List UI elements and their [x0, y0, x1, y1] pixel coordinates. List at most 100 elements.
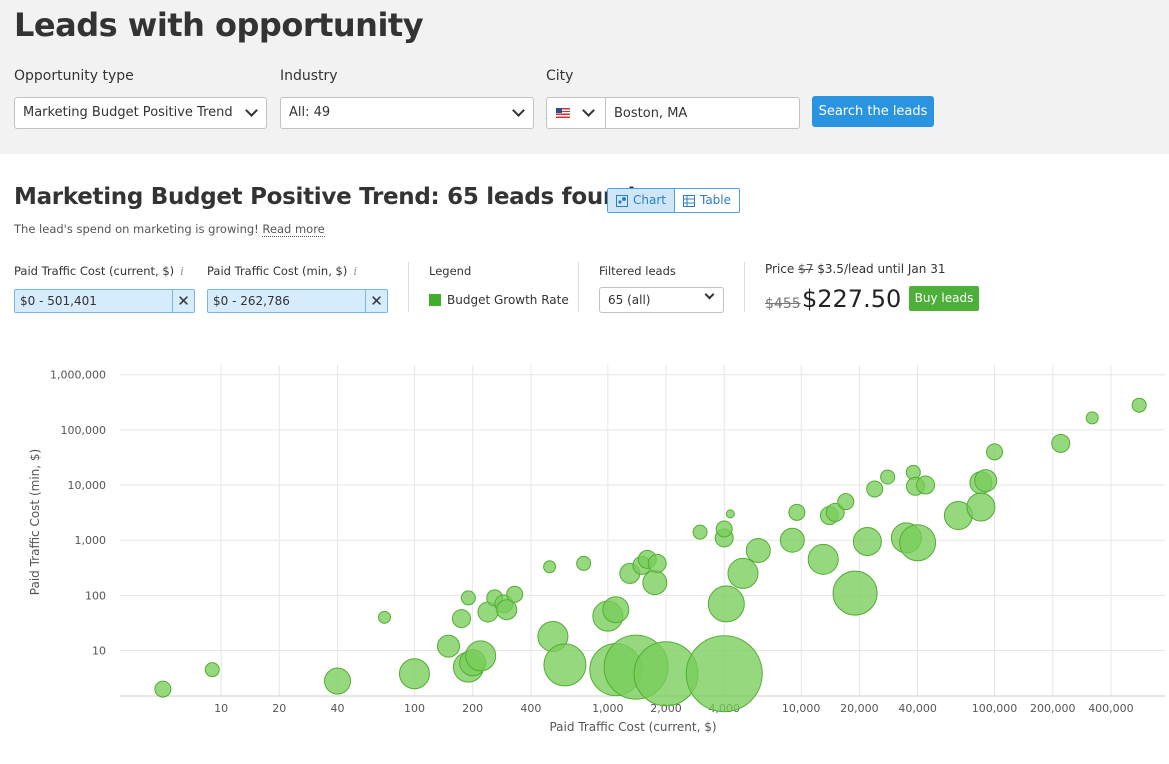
- lead-bubble: [543, 560, 557, 574]
- price-per-lead: Price $7 $3.5/lead until Jan 31: [765, 262, 945, 276]
- bubble-chart: 1020401002004001,0002,0004,00010,00020,0…: [0, 340, 1169, 760]
- view-toggle: Chart Table: [607, 188, 741, 213]
- table-icon: [682, 194, 695, 207]
- lead-bubble: [602, 596, 630, 624]
- opportunity-type-value: Marketing Budget Positive Trend: [23, 105, 233, 120]
- lead-bubble: [460, 590, 476, 606]
- lead-bubble: [852, 526, 882, 556]
- lead-bubble: [788, 503, 806, 521]
- x-tick-label: 10,000: [782, 702, 821, 715]
- lead-bubble: [1131, 397, 1147, 413]
- old-price-per-lead: $7: [798, 262, 814, 276]
- legend-swatch: [429, 294, 441, 306]
- lead-bubble: [506, 585, 524, 603]
- industry-value: All: 49: [289, 105, 331, 120]
- filtered-leads-select[interactable]: 65 (all): [599, 287, 724, 313]
- legend-label: Legend: [429, 264, 472, 278]
- info-icon[interactable]: i: [353, 264, 358, 278]
- filtered-leads-label: Filtered leads: [599, 264, 676, 278]
- lead-bubble: [725, 509, 735, 519]
- industry-select[interactable]: All: 49: [280, 97, 534, 129]
- lead-bubble: [899, 524, 937, 562]
- divider: [744, 262, 745, 312]
- city-input[interactable]: [607, 98, 797, 128]
- chevron-down-icon: [582, 104, 595, 117]
- chevron-down-icon: [704, 289, 715, 300]
- lead-bubble: [832, 570, 878, 616]
- x-tick-label: 1,000: [592, 702, 624, 715]
- lead-bubble: [685, 635, 763, 713]
- price-label: Price: [765, 262, 795, 276]
- filtered-leads-value: 65 (all): [608, 293, 651, 307]
- x-tick-label: 40: [331, 702, 345, 715]
- chart-icon: [616, 194, 628, 207]
- tab-table[interactable]: Table: [675, 189, 739, 212]
- lead-bubble: [707, 585, 745, 623]
- lead-bubble: [727, 557, 759, 589]
- opportunity-type-select[interactable]: Marketing Budget Positive Trend: [14, 97, 267, 129]
- y-tick-label: 1,000: [75, 534, 107, 547]
- current-cost-value: $0 - 501,401: [20, 294, 97, 308]
- old-total-price: $455: [765, 296, 801, 312]
- lead-bubble: [916, 475, 936, 495]
- x-tick-label: 400,000: [1088, 702, 1134, 715]
- lead-bubble: [576, 555, 592, 571]
- total-price: $227.50: [802, 285, 902, 313]
- lead-bubble: [398, 658, 430, 690]
- lead-bubble: [779, 527, 805, 553]
- info-icon[interactable]: i: [180, 264, 184, 278]
- x-tick-label: 40,000: [898, 702, 937, 715]
- lead-bubble: [378, 610, 392, 624]
- country-select[interactable]: [547, 98, 606, 128]
- lead-bubble: [642, 570, 668, 596]
- lead-bubble: [880, 469, 896, 485]
- lead-bubble: [866, 480, 884, 498]
- clear-current-cost-icon[interactable]: ✕: [172, 290, 194, 312]
- x-tick-label: 200: [462, 702, 483, 715]
- lead-bubble: [986, 443, 1004, 461]
- clear-min-cost-icon[interactable]: ✕: [365, 290, 387, 312]
- current-cost-filter-label: Paid Traffic Cost (current, $) i: [14, 264, 184, 278]
- y-tick-label: 10: [92, 645, 106, 658]
- buy-leads-button[interactable]: Buy leads: [909, 286, 979, 311]
- min-cost-filter-label: Paid Traffic Cost (min, $) i: [207, 264, 357, 278]
- page-title: Leads with opportunity: [14, 6, 424, 44]
- us-flag-icon: [556, 108, 570, 118]
- lead-bubble: [465, 640, 497, 672]
- search-leads-button[interactable]: Search the leads: [812, 96, 934, 127]
- industry-label: Industry: [280, 68, 338, 84]
- x-tick-label: 100: [404, 702, 425, 715]
- lead-bubble: [543, 643, 587, 687]
- min-cost-label: Paid Traffic Cost (min, $): [207, 264, 348, 278]
- min-cost-filter-chip[interactable]: $0 - 262,786 ✕: [207, 289, 388, 313]
- city-field: [546, 97, 800, 129]
- description-text: The lead's spend on marketing is growing…: [14, 222, 259, 236]
- read-more-link[interactable]: Read more: [262, 222, 325, 237]
- current-cost-label: Paid Traffic Cost (current, $): [14, 264, 175, 278]
- lead-bubble: [1051, 433, 1071, 453]
- bubble-chart-svg: 1020401002004001,0002,0004,00010,00020,0…: [28, 365, 1165, 734]
- opportunity-type-label: Opportunity type: [14, 68, 134, 84]
- lead-bubble: [837, 493, 855, 511]
- x-tick-label: 20: [272, 702, 286, 715]
- y-tick-label: 100: [85, 589, 106, 602]
- city-label: City: [546, 68, 574, 84]
- lead-bubble: [715, 520, 733, 538]
- current-cost-filter-chip[interactable]: $0 - 501,401 ✕: [14, 289, 195, 313]
- lead-bubble: [451, 609, 471, 629]
- results-title: Marketing Budget Positive Trend: 65 lead…: [14, 184, 636, 210]
- lead-bubble: [966, 492, 996, 522]
- y-tick-label: 1,000,000: [50, 369, 106, 382]
- tab-chart[interactable]: Chart: [608, 189, 675, 212]
- y-axis-title: Paid Traffic Cost (min, $): [28, 449, 42, 595]
- lead-bubble: [496, 599, 518, 621]
- x-tick-label: 400: [520, 702, 541, 715]
- lead-bubble: [745, 538, 771, 564]
- x-tick-label: 10: [214, 702, 228, 715]
- price-per-lead-value: $3.5/lead until Jan 31: [817, 262, 946, 276]
- lead-bubble: [154, 680, 172, 698]
- lead-bubble: [1085, 411, 1099, 425]
- lead-bubble: [647, 553, 667, 573]
- y-tick-label: 10,000: [68, 479, 107, 492]
- results-description: The lead's spend on marketing is growing…: [14, 222, 325, 237]
